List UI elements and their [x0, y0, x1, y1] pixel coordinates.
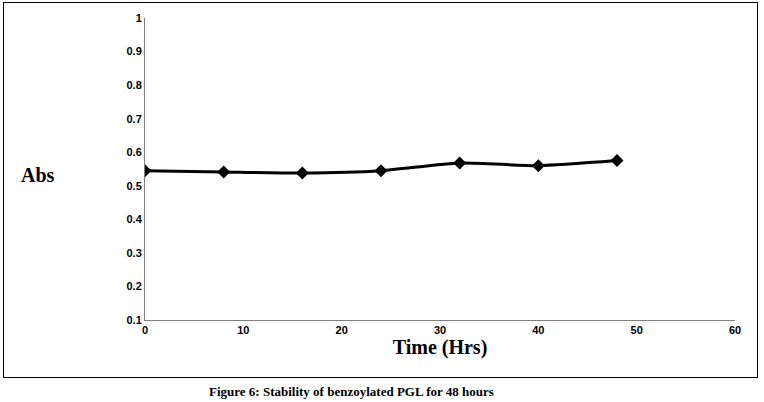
svg-text:0.7: 0.7: [127, 113, 142, 125]
svg-text:20: 20: [336, 324, 348, 336]
svg-text:40: 40: [532, 324, 544, 336]
svg-text:50: 50: [631, 324, 643, 336]
svg-text:10: 10: [237, 324, 249, 336]
svg-text:0.4: 0.4: [127, 213, 143, 225]
svg-text:Figure 6: Stability of benzoyl: Figure 6: Stability of benzoylated PGL f…: [209, 384, 494, 399]
svg-text:0: 0: [142, 324, 148, 336]
svg-text:60: 60: [729, 324, 741, 336]
svg-text:0.2: 0.2: [127, 280, 142, 292]
svg-text:0.3: 0.3: [127, 247, 142, 259]
svg-text:0.8: 0.8: [127, 79, 142, 91]
svg-text:Abs: Abs: [21, 164, 55, 186]
svg-text:0.5: 0.5: [127, 180, 142, 192]
svg-text:30: 30: [434, 324, 446, 336]
svg-text:0.1: 0.1: [127, 314, 142, 326]
svg-text:Time (Hrs): Time (Hrs): [393, 336, 488, 359]
svg-text:0.9: 0.9: [127, 45, 142, 57]
svg-text:1: 1: [136, 12, 142, 24]
svg-text:0.6: 0.6: [127, 146, 142, 158]
